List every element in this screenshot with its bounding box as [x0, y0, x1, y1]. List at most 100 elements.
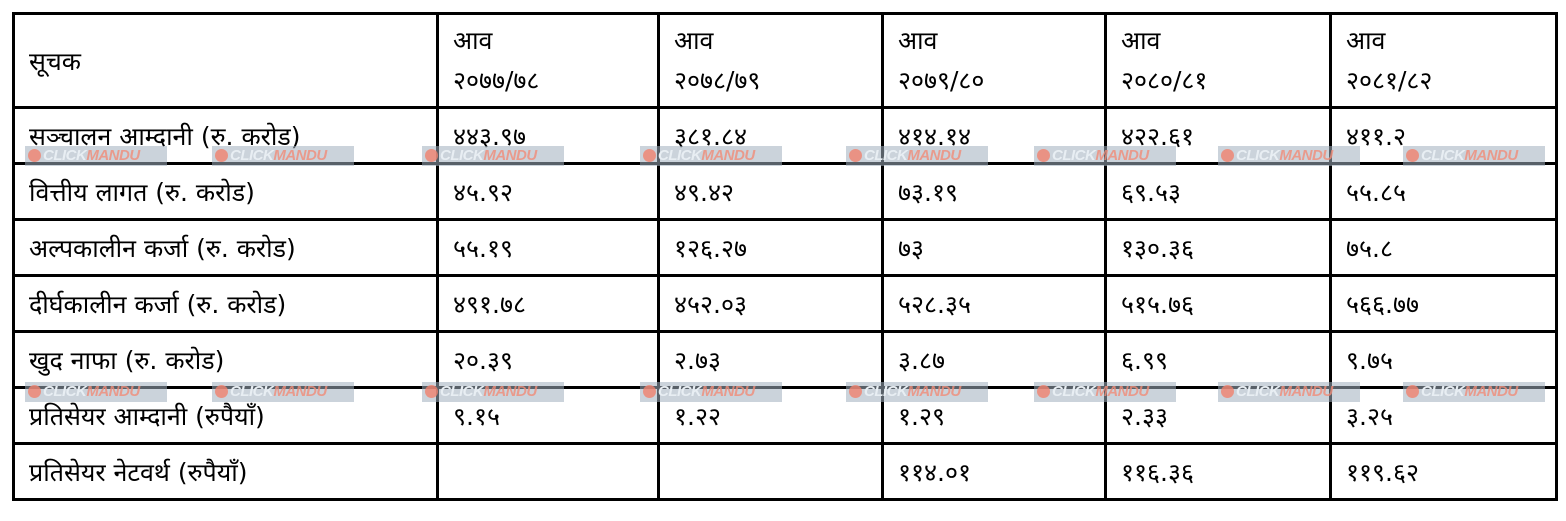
- value-cell: ७५.८: [1329, 218, 1558, 277]
- watermark-text: MANDU: [907, 383, 961, 400]
- value-cell: १३०.३६: [1104, 218, 1332, 277]
- indicator-header: सूचक: [12, 12, 439, 109]
- watermark-text: MANDU: [86, 147, 140, 164]
- year-header: आव २०७७/७८: [436, 12, 660, 109]
- table-row: प्रतिसेयर नेटवर्थ (रुपैयाँ) ११४.०१ ११६.३६ १…: [12, 442, 1558, 501]
- watermark-text: CLICK: [1236, 383, 1280, 400]
- clickmandu-watermark: CLICKMANDU: [846, 146, 988, 166]
- watermark-text: CLICK: [864, 147, 908, 164]
- value-cell: ४५.९२: [436, 162, 660, 221]
- year-header: आव २०७८/७९: [657, 12, 884, 109]
- clickmandu-watermark: CLICKMANDU: [25, 146, 167, 166]
- watermark-text: CLICK: [230, 383, 274, 400]
- value-cell: ४९.४२: [657, 162, 884, 221]
- watermark-text: CLICK: [1421, 147, 1465, 164]
- watermark-text: CLICK: [658, 147, 702, 164]
- value-cell: ५५.१९: [436, 218, 660, 277]
- year-prefix: आव: [674, 26, 714, 55]
- watermark-text: CLICK: [1236, 147, 1280, 164]
- watermark-text: MANDU: [1279, 383, 1333, 400]
- indicator-label: खुद नाफा (रु. करोड): [12, 330, 439, 389]
- value-cell: ७३: [881, 218, 1107, 277]
- watermark-text: MANDU: [1279, 147, 1333, 164]
- clickmandu-watermark: CLICKMANDU: [25, 382, 167, 402]
- value-cell: ११६.३६: [1104, 442, 1332, 501]
- value-cell: २०.३९: [436, 330, 660, 389]
- value-cell: ५६६.७७: [1329, 274, 1558, 333]
- watermark-text: MANDU: [483, 147, 537, 164]
- value-cell: ११४.०१: [881, 442, 1107, 501]
- year-header: आव २०८१/८२: [1329, 12, 1558, 109]
- watermark-text: CLICK: [658, 383, 702, 400]
- clickmandu-watermark: CLICKMANDU: [422, 382, 564, 402]
- year-header: आव २०७९/८०: [881, 12, 1107, 109]
- value-cell: ६९.५३: [1104, 162, 1332, 221]
- fiscal-year: २०७९/८०: [898, 66, 985, 95]
- watermark-text: MANDU: [273, 383, 327, 400]
- clickmandu-watermark: CLICKMANDU: [1034, 382, 1176, 402]
- year-prefix: आव: [1121, 26, 1161, 55]
- value-cell: ७३.१९: [881, 162, 1107, 221]
- watermark-text: MANDU: [701, 383, 755, 400]
- clickmandu-watermark: CLICKMANDU: [1403, 382, 1545, 402]
- table-row: अल्पकालीन कर्जा (रु. करोड) ५५.१९ १२६.२७ ७३ १…: [12, 218, 1558, 277]
- value-cell: ५२८.३५: [881, 274, 1107, 333]
- watermark-text: CLICK: [440, 383, 484, 400]
- value-cell: ४९१.७८: [436, 274, 660, 333]
- clickmandu-watermark: CLICKMANDU: [1218, 146, 1360, 166]
- clickmandu-watermark: CLICKMANDU: [1034, 146, 1176, 166]
- clickmandu-watermark: CLICKMANDU: [212, 382, 354, 402]
- year-prefix: आव: [1346, 26, 1386, 55]
- watermark-text: MANDU: [907, 147, 961, 164]
- value-cell: ५१५.७६: [1104, 274, 1332, 333]
- year-prefix: आव: [898, 26, 938, 55]
- indicator-label: अल्पकालीन कर्जा (रु. करोड): [12, 218, 439, 277]
- watermark-text: CLICK: [43, 147, 87, 164]
- value-cell: २.७३: [657, 330, 884, 389]
- watermark-text: CLICK: [230, 147, 274, 164]
- fiscal-year: २०७७/७८: [453, 66, 540, 95]
- value-cell: ९.७५: [1329, 330, 1558, 389]
- value-cell: ५५.८५: [1329, 162, 1558, 221]
- value-cell: ६.९९: [1104, 330, 1332, 389]
- clickmandu-watermark: CLICKMANDU: [640, 382, 782, 402]
- table-row: वित्तीय लागत (रु. करोड) ४५.९२ ४९.४२ ७३.१९ ६९…: [12, 162, 1558, 221]
- watermark-text: MANDU: [1464, 147, 1518, 164]
- year-prefix: आव: [453, 26, 493, 55]
- watermark-text: MANDU: [273, 147, 327, 164]
- table-row: दीर्घकालीन कर्जा (रु. करोड) ४९१.७८ ४५२.०३ ५…: [12, 274, 1558, 333]
- clickmandu-watermark: CLICKMANDU: [1218, 382, 1360, 402]
- watermark-text: CLICK: [43, 383, 87, 400]
- value-cell: [657, 442, 884, 501]
- watermark-text: CLICK: [440, 147, 484, 164]
- clickmandu-watermark: CLICKMANDU: [1403, 146, 1545, 166]
- fiscal-year: २०७८/७९: [674, 66, 761, 95]
- watermark-text: CLICK: [1052, 147, 1096, 164]
- watermark-text: MANDU: [1095, 147, 1149, 164]
- year-header: आव २०८०/८१: [1104, 12, 1332, 109]
- watermark-text: MANDU: [86, 383, 140, 400]
- indicator-label: वित्तीय लागत (रु. करोड): [12, 162, 439, 221]
- watermark-text: CLICK: [1421, 383, 1465, 400]
- fiscal-year: २०८०/८१: [1121, 66, 1208, 95]
- watermark-text: CLICK: [864, 383, 908, 400]
- watermark-text: MANDU: [1464, 383, 1518, 400]
- value-cell: [436, 442, 660, 501]
- fiscal-year: २०८१/८२: [1346, 66, 1433, 95]
- value-cell: ४५२.०३: [657, 274, 884, 333]
- value-cell: ११९.६२: [1329, 442, 1558, 501]
- clickmandu-watermark: CLICKMANDU: [640, 146, 782, 166]
- clickmandu-watermark: CLICKMANDU: [212, 146, 354, 166]
- table-row: खुद नाफा (रु. करोड) २०.३९ २.७३ ३.८७ ६.९९ ९.७५: [12, 330, 1558, 389]
- watermark-text: MANDU: [701, 147, 755, 164]
- value-cell: ४४३.९७: [436, 106, 660, 165]
- clickmandu-watermark: CLICKMANDU: [846, 382, 988, 402]
- indicator-label: प्रतिसेयर नेटवर्थ (रुपैयाँ): [12, 442, 439, 501]
- clickmandu-watermark: CLICKMANDU: [422, 146, 564, 166]
- financial-indicators-table: सूचक आव २०७७/७८ आव २०७८/७९ आव २०७९/८० आव २०८०/८…: [12, 12, 1558, 501]
- value-cell: ३.८७: [881, 330, 1107, 389]
- watermark-text: CLICK: [1052, 383, 1096, 400]
- header-row: सूचक आव २०७७/७८ आव २०७८/७९ आव २०७९/८० आव २०८०/८…: [12, 12, 1558, 109]
- indicator-label: दीर्घकालीन कर्जा (रु. करोड): [12, 274, 439, 333]
- watermark-text: MANDU: [1095, 383, 1149, 400]
